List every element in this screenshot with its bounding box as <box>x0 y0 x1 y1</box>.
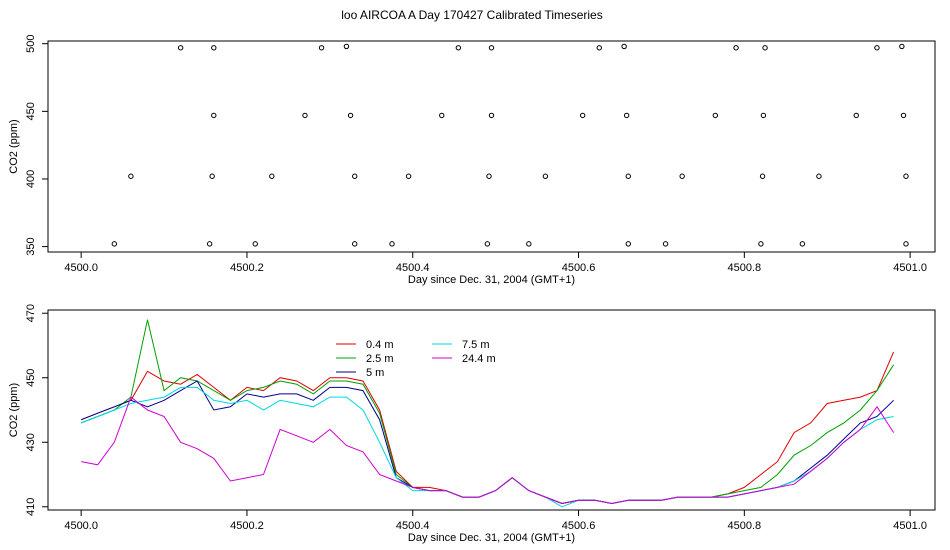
scatter-point <box>542 173 549 179</box>
scatter-point <box>623 112 630 119</box>
scatter-point <box>903 173 909 179</box>
bottom-line-panel: 4500.0 4500.2 4500.4 4500.6 4500.8 4501.0 410 4… <box>8 304 936 544</box>
x-tick-label: 4500.4 <box>396 520 430 532</box>
scatter-point <box>903 241 909 247</box>
scatter-point <box>484 241 491 247</box>
x-tick-label: 4500.8 <box>728 262 762 274</box>
y-tick-label: 410 <box>25 498 37 516</box>
x-tick-label: 4500.2 <box>230 520 264 532</box>
y-tick-label: 350 <box>25 237 37 255</box>
scatter-point <box>302 112 308 119</box>
scatter-point <box>816 173 822 179</box>
scatter-point <box>389 241 395 247</box>
y-tick-label: 400 <box>25 170 37 188</box>
scatter-point <box>343 43 350 50</box>
plot-frame <box>47 309 936 511</box>
plot-frame <box>47 40 936 253</box>
scatter-point <box>209 173 215 179</box>
scatter-point <box>455 45 462 51</box>
scatter-point <box>621 43 627 50</box>
scatter-point <box>579 112 586 119</box>
scatter-point <box>488 112 495 119</box>
scatter-point <box>900 112 907 119</box>
top-scatter-panel: 4500.0 4500.2 4500.4 4500.6 4500.8 4501.0 350 4… <box>8 35 936 286</box>
scatter-point <box>269 173 275 179</box>
x-axis-label: Day since Dec. 31, 2004 (GMT+1) <box>408 532 575 544</box>
scatter-point <box>762 45 768 51</box>
scatter-point <box>712 112 719 119</box>
scatter-point <box>111 241 118 247</box>
y-tick-label: 450 <box>25 369 37 387</box>
scatter-point <box>679 173 685 179</box>
scatter-point <box>759 173 766 179</box>
scatter-point <box>252 241 258 247</box>
x-tick-label: 4500.6 <box>562 520 596 532</box>
legend-label: 2.5 m <box>366 353 394 365</box>
x-tick-label: 4500.0 <box>64 262 98 274</box>
x-tick-label: 4500.6 <box>562 262 596 274</box>
legend-label: 0.4 m <box>366 339 394 351</box>
scatter-point <box>853 112 859 119</box>
scatter-point <box>206 241 213 247</box>
x-tick-label: 4500.4 <box>396 262 430 274</box>
y-tick-label: 430 <box>25 433 37 451</box>
scatter-point <box>177 45 184 51</box>
scatter-point <box>596 45 602 51</box>
scatter-point <box>625 241 631 247</box>
x-tick-label: 4501.0 <box>893 262 927 274</box>
scatter-point <box>899 43 905 50</box>
scatter-point <box>318 45 325 51</box>
scatter-point <box>352 241 358 247</box>
x-tick-label: 4500.2 <box>230 262 264 274</box>
scatter-point <box>405 173 412 179</box>
scatter-point <box>439 112 445 119</box>
x-axis-label: Day since Dec. 31, 2004 (GMT+1) <box>408 274 575 286</box>
series-line <box>81 351 895 505</box>
x-tick-label: 4500.8 <box>728 520 762 532</box>
scatter-point <box>526 241 532 247</box>
scatter-point <box>486 173 492 179</box>
legend-label: 24.4 m <box>462 353 496 365</box>
scatter-point <box>211 112 217 119</box>
scatter-point <box>625 173 631 179</box>
chart-title: loo AIRCOA A Day 170427 Calibrated Times… <box>341 8 602 22</box>
series-line <box>81 380 894 505</box>
y-tick-label: 450 <box>25 102 37 120</box>
scatter-point <box>733 45 739 51</box>
scatter-point <box>347 112 354 119</box>
x-tick-label: 4501.0 <box>893 520 927 532</box>
scatter-point <box>760 112 767 119</box>
series-line <box>81 396 895 505</box>
legend-label: 5 m <box>366 367 384 379</box>
scatter-point <box>799 241 806 247</box>
scatter-point <box>128 173 134 179</box>
x-tick-label: 4500.0 <box>64 520 98 532</box>
y-axis-label: CO2 (ppm) <box>8 119 20 173</box>
scatter-point <box>662 241 669 247</box>
scatter-point <box>874 45 880 51</box>
scatter-point <box>488 45 495 51</box>
scatter-point <box>758 241 764 247</box>
y-tick-label: 500 <box>25 35 37 53</box>
scatter-point <box>352 173 358 179</box>
y-axis-label: CO2 (ppm) <box>8 383 20 437</box>
legend-label: 7.5 m <box>462 339 490 351</box>
y-tick-label: 470 <box>25 304 37 322</box>
scatter-point <box>211 45 217 51</box>
